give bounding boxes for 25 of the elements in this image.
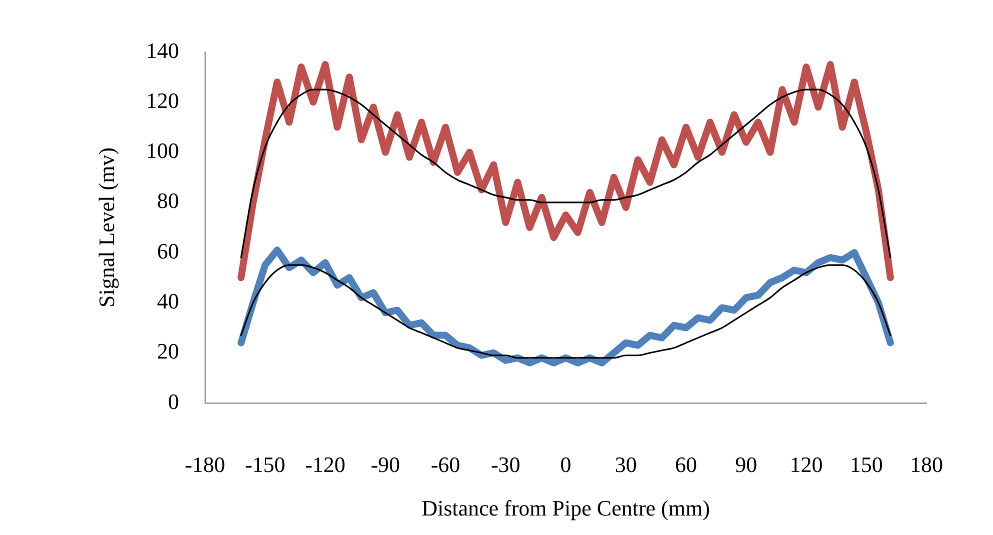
line-series — [240, 88, 892, 258]
x-tick-label: 0 — [560, 452, 572, 477]
y-tick-label: 60 — [157, 238, 179, 264]
x-tick-label: -30 — [490, 452, 520, 477]
x-tick-label: 30 — [614, 452, 637, 477]
y-tick-label: 140 — [146, 38, 179, 63]
x-tick-label: -180 — [184, 452, 226, 477]
x-tick-label: -150 — [244, 452, 286, 477]
x-tick-label: 150 — [850, 452, 883, 477]
line-series — [240, 264, 892, 359]
y-tick-label: 80 — [157, 188, 179, 214]
y-tick-label: 0 — [168, 388, 179, 414]
y-tick-label: 100 — [146, 138, 179, 164]
x-tick-label: 120 — [790, 452, 823, 477]
x-tick-label: 180 — [910, 452, 943, 477]
x-tick-label: -60 — [430, 452, 460, 477]
y-tick-label: 20 — [157, 338, 179, 364]
x-tick-label: 90 — [735, 452, 758, 477]
x-tick-label: -90 — [370, 452, 400, 477]
y-tick-label: 120 — [146, 88, 179, 113]
y-tick-label: 40 — [157, 288, 179, 314]
x-axis-title: Distance from Pipe Centre (mm) — [422, 496, 710, 521]
x-tick-label: 60 — [675, 452, 697, 477]
y-axis-title: Signal Level (mv) — [94, 147, 119, 308]
x-tick-label: -120 — [305, 452, 346, 477]
